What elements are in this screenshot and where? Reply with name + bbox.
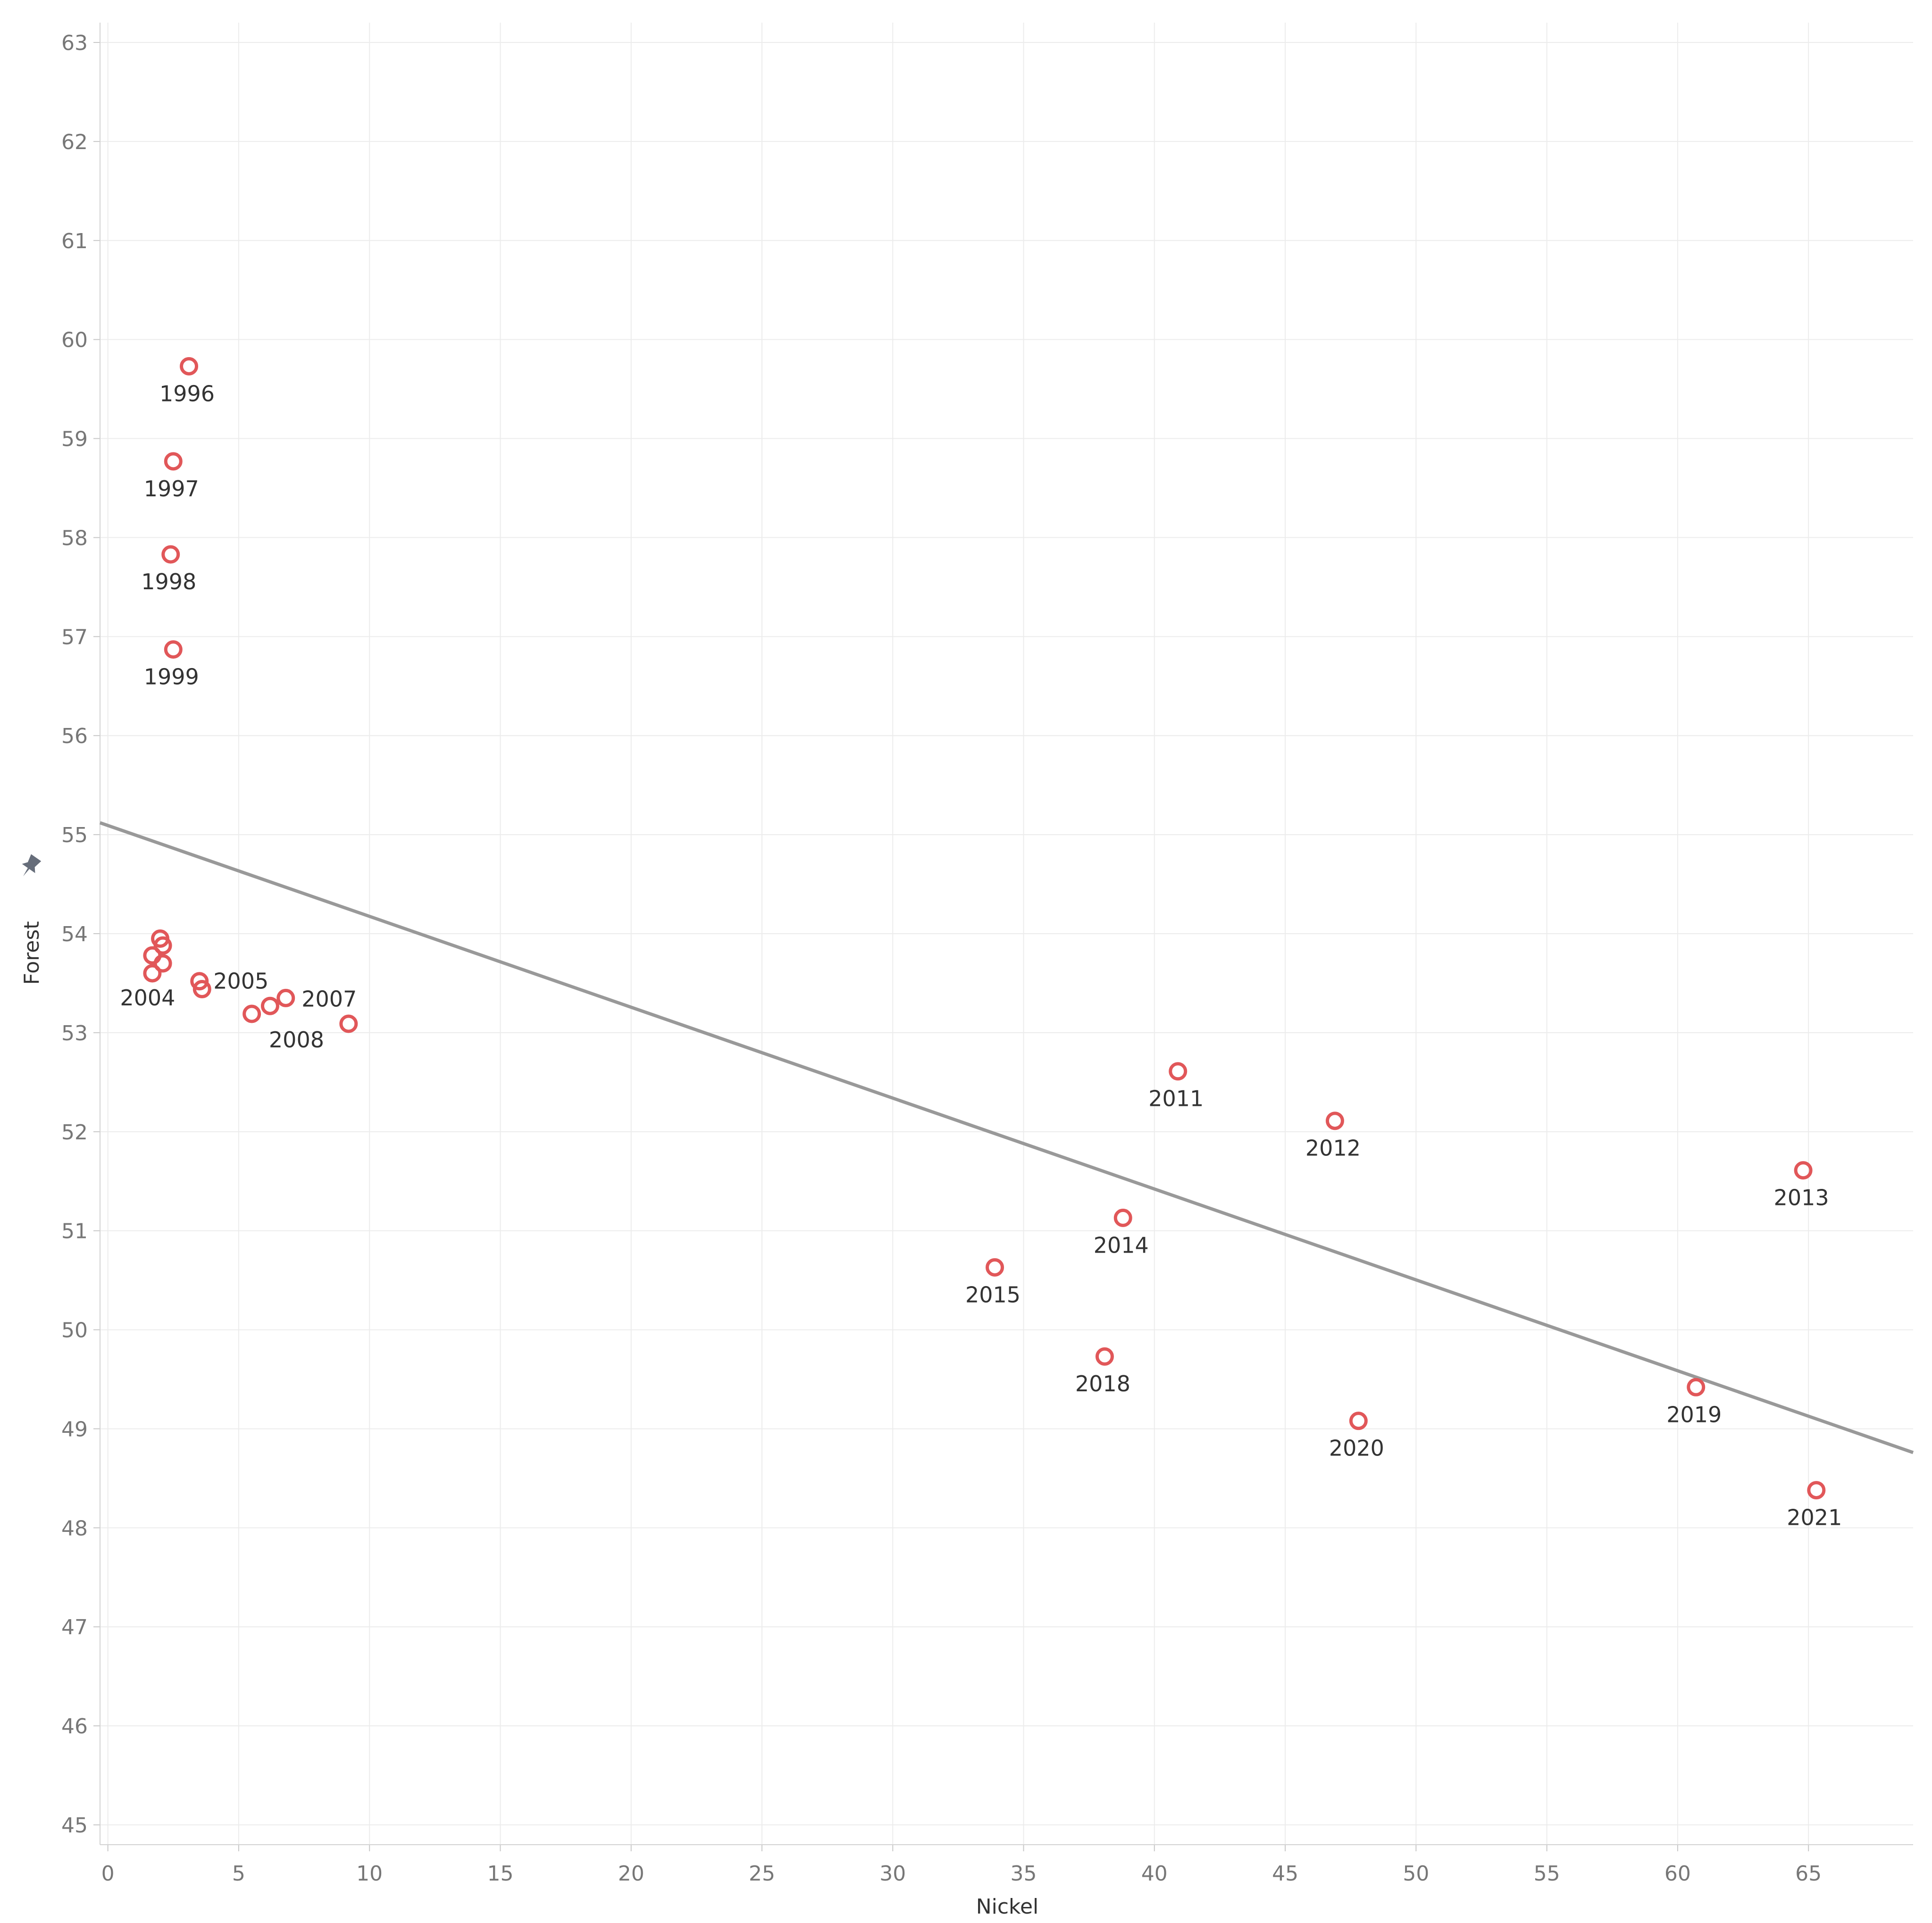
point-label: 2019 [1666,1402,1722,1427]
data-point[interactable] [161,545,180,564]
y-tick-label: 62 [61,130,88,154]
grid-layer [100,23,1913,1845]
x-tick-label: 5 [232,1862,245,1886]
data-point[interactable] [153,954,172,973]
trend-layer [99,821,1914,1455]
data-point[interactable] [164,640,183,659]
data-point[interactable] [1687,1378,1706,1396]
point-label: 2015 [965,1282,1020,1307]
y-tick-label: 51 [61,1220,88,1244]
point-label: 2004 [120,985,175,1011]
x-axis-title: Nickel [976,1895,1039,1919]
data-point[interactable] [1807,1481,1826,1500]
data-point[interactable] [339,1014,358,1033]
data-point[interactable] [180,357,199,376]
point-label: 2014 [1094,1232,1149,1258]
point-label: 1998 [141,569,196,594]
data-point[interactable] [243,1004,261,1023]
y-tick-label: 59 [61,427,88,451]
pin-icon[interactable] [17,853,42,881]
point-label: 2012 [1305,1136,1361,1161]
point-label: 2008 [269,1027,324,1053]
y-tick-label: 48 [61,1516,88,1540]
data-point[interactable] [190,972,209,991]
data-point[interactable] [143,964,162,983]
data-point[interactable] [986,1258,1004,1277]
y-tick-label: 45 [61,1814,88,1838]
label-layer: 1996 1997 1998 1999 2004 2005 2007 2008 2011 2012… [120,381,1842,1530]
y-tick-label: 55 [61,823,88,847]
y-tick-label: 50 [61,1319,88,1343]
point-label: 2020 [1329,1436,1384,1461]
point-layer [143,357,1826,1500]
x-tick-label: 65 [1795,1862,1822,1886]
x-tick-label: 15 [487,1862,513,1886]
x-tick-label: 45 [1272,1862,1298,1886]
y-tick-label: 58 [61,526,88,550]
point-label: 1996 [159,381,215,406]
point-label: 2007 [301,986,357,1012]
y-tick-label: 53 [61,1021,88,1045]
x-tick-label: 0 [101,1862,115,1886]
y-tick-label: 60 [61,328,88,352]
data-point[interactable] [260,996,279,1015]
point-label: 2013 [1774,1185,1829,1211]
y-axis-title: Forest [20,921,44,985]
trend-line[interactable] [99,821,1914,1455]
y-tick-label: 57 [61,625,88,649]
data-point[interactable] [164,452,183,471]
data-point[interactable] [1169,1062,1188,1081]
x-tick-label: 40 [1141,1862,1168,1886]
x-tick-label: 25 [749,1862,775,1886]
data-point[interactable] [143,946,162,965]
x-tick-label: 60 [1664,1862,1691,1886]
x-tick-label: 20 [618,1862,644,1886]
point-label: 2021 [1787,1505,1842,1530]
y-tick-label: 49 [61,1417,88,1441]
axis-layer: 0 5 10 15 20 25 30 35 40 45 50 55 60 65 45 46 47 48 49 50 51… [61,23,1913,1886]
y-tick-label: 46 [61,1714,88,1739]
data-point[interactable] [1095,1347,1114,1366]
point-label: 1997 [144,476,199,502]
data-point[interactable] [1113,1208,1132,1227]
y-tick-label: 54 [61,922,88,946]
x-tick-label: 55 [1534,1862,1560,1886]
point-label: 2011 [1148,1086,1204,1112]
point-label: 1999 [144,664,199,690]
point-label: 2018 [1075,1371,1130,1396]
data-point[interactable] [153,936,172,955]
x-tick-label: 10 [356,1862,383,1886]
data-point[interactable] [1349,1412,1368,1430]
point-label: 2005 [213,969,268,994]
y-tick-label: 52 [61,1120,88,1145]
x-tick-label: 30 [879,1862,906,1886]
y-tick-label: 63 [61,31,88,55]
y-tick-label: 61 [61,229,88,253]
y-tick-label: 56 [61,724,88,748]
data-point[interactable] [1794,1161,1813,1180]
x-tick-label: 35 [1011,1862,1037,1886]
data-point[interactable] [1325,1112,1344,1130]
data-point[interactable] [192,980,211,999]
data-point[interactable] [276,988,295,1007]
x-tick-label: 50 [1403,1862,1429,1886]
y-tick-label: 47 [61,1615,88,1639]
